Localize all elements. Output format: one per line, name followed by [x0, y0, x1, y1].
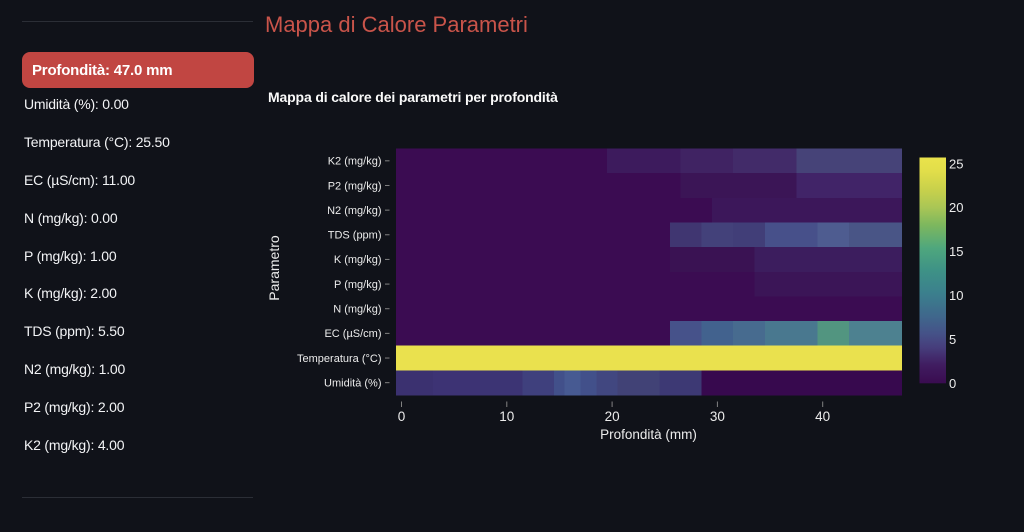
svg-text:P2 (mg/kg): P2 (mg/kg) — [328, 180, 382, 192]
svg-text:P (mg/kg): P (mg/kg) — [334, 279, 381, 291]
svg-text:Temperatura (°C): Temperatura (°C) — [297, 353, 381, 365]
svg-text:30: 30 — [710, 409, 725, 424]
svg-text:N (mg/kg): N (mg/kg) — [333, 304, 381, 316]
svg-text:25: 25 — [949, 156, 963, 171]
svg-text:Umidità (%): Umidità (%) — [324, 377, 381, 389]
svg-text:Profondità (mm): Profondità (mm) — [600, 427, 697, 442]
svg-text:5: 5 — [949, 332, 956, 347]
svg-text:K2 (mg/kg): K2 (mg/kg) — [328, 156, 382, 168]
svg-text:20: 20 — [605, 409, 620, 424]
svg-text:TDS (ppm): TDS (ppm) — [328, 230, 382, 242]
svg-text:10: 10 — [499, 409, 514, 424]
svg-text:15: 15 — [949, 244, 963, 259]
svg-text:40: 40 — [815, 409, 830, 424]
svg-text:0: 0 — [398, 409, 406, 424]
svg-text:N2 (mg/kg): N2 (mg/kg) — [327, 205, 381, 217]
svg-text:K (mg/kg): K (mg/kg) — [334, 254, 382, 266]
svg-text:10: 10 — [949, 288, 963, 303]
svg-text:20: 20 — [949, 200, 963, 215]
svg-text:EC (µS/cm): EC (µS/cm) — [324, 328, 381, 340]
svg-text:0: 0 — [949, 376, 956, 391]
svg-text:Parametro: Parametro — [266, 235, 282, 301]
